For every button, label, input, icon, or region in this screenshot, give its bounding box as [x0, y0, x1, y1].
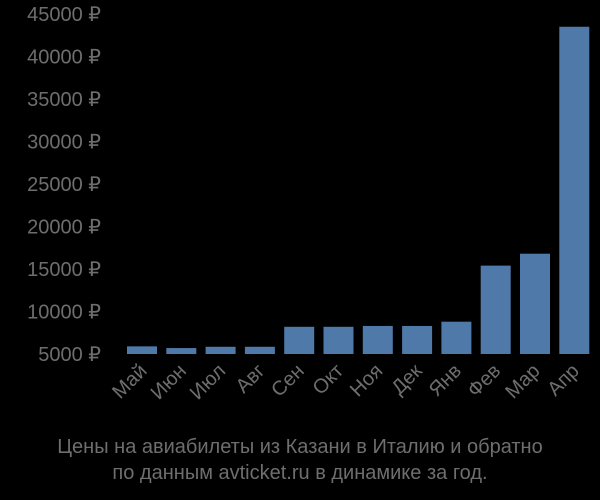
x-tick-label: Фев [464, 360, 506, 402]
bar [205, 346, 236, 354]
y-tick-label: 40000 ₽ [27, 47, 101, 69]
y-tick-label: 10000 ₽ [27, 302, 101, 324]
bar [362, 325, 393, 354]
x-tick-label: Мар [501, 360, 544, 403]
y-tick-label: 45000 ₽ [27, 4, 101, 26]
chart-caption-line-2: по данным avticket.ru в динамике за год. [112, 462, 488, 484]
x-tick-label: Июн [147, 360, 191, 404]
x-tick-label: Май [108, 360, 151, 403]
bar [127, 346, 157, 354]
bars [127, 26, 590, 354]
y-tick-label: 30000 ₽ [27, 132, 101, 154]
bar [480, 265, 511, 354]
x-tick-label: Окт [309, 360, 348, 399]
bar [520, 253, 550, 354]
y-tick-label: 20000 ₽ [27, 217, 101, 239]
y-tick-label: 35000 ₽ [27, 89, 101, 111]
bar [284, 326, 315, 354]
x-tick-label: Дек [387, 360, 426, 399]
bar [559, 26, 590, 354]
bar [441, 321, 472, 354]
bar [323, 326, 354, 354]
chart-caption-line-1: Цены на авиабилеты из Казани в Италию и … [57, 436, 543, 458]
x-tick-label: Июл [186, 360, 230, 404]
x-tick-label: Авг [232, 360, 270, 398]
x-tick-label: Ноя [346, 360, 387, 401]
y-tick-label: 25000 ₽ [27, 174, 101, 196]
bar [244, 346, 275, 354]
bar [402, 325, 433, 354]
y-axis: 5000 ₽ 10000 ₽ 15000 ₽ 20000 ₽ 25000 ₽ 30000 … [27, 4, 101, 366]
y-tick-label: 15000 ₽ [27, 259, 101, 281]
x-tick-label: Апр [543, 360, 584, 401]
x-tick-label: Янв [425, 360, 466, 401]
y-tick-label: 5000 ₽ [38, 344, 101, 366]
x-tick-label: Сен [267, 360, 308, 401]
bar [166, 348, 197, 354]
